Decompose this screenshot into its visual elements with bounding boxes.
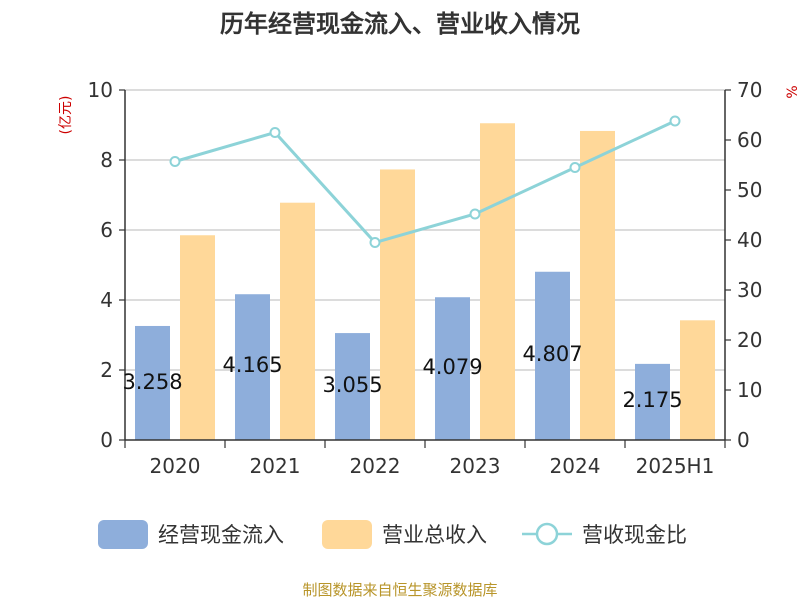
legend: 经营现金流入 营业总收入 营收现金比 (98, 520, 687, 549)
y-right-axis: 0 10 20 30 40 50 60 70 (725, 78, 762, 452)
legend-label-revenue: 营业总收入 (382, 523, 487, 547)
y-right-tick-label: 20 (737, 328, 762, 352)
bar-revenue (580, 130, 615, 440)
bar-cash-inflow (635, 363, 670, 440)
ratio-line (169, 115, 681, 248)
bars (135, 123, 715, 440)
bar-revenue (380, 169, 415, 440)
y-right-tick-label: 30 (737, 278, 762, 302)
ratio-point (369, 237, 381, 248)
bar-cash-inflow (135, 325, 170, 440)
bar-revenue (180, 235, 215, 440)
x-axis: 2020 2021 2022 2023 2024 2025H1 (124, 440, 726, 478)
ratio-point (569, 162, 581, 173)
x-tick-label: 2025H1 (636, 454, 715, 478)
bar-revenue (280, 202, 315, 440)
data-label-cash-inflow: 3.055 (322, 373, 382, 397)
y-right-tick-label: 0 (737, 428, 750, 452)
ratio-line-path (174, 119, 676, 245)
legend-marker-ratio (535, 522, 559, 546)
x-tick-label: 2024 (550, 454, 601, 478)
x-tick-label: 2020 (150, 454, 201, 478)
y-left-tick-label: 2 (100, 358, 113, 382)
y-right-tick-label: 60 (737, 128, 762, 152)
ratio-point (669, 115, 681, 127)
bar-cash-inflow (435, 297, 470, 440)
y-right-unit: % (785, 85, 800, 98)
legend-label-ratio: 营收现金比 (582, 523, 687, 547)
y-right-tick-label: 50 (737, 178, 762, 202)
data-label-cash-inflow: 4.165 (222, 353, 282, 377)
y-left-tick-label: 6 (100, 218, 113, 242)
data-label-cash-inflow: 4.807 (522, 342, 582, 366)
bar-cash-inflow (235, 294, 270, 440)
data-label-cash-inflow: 3.258 (122, 370, 182, 394)
grid-lines (125, 89, 725, 371)
x-tick-label: 2022 (350, 454, 401, 478)
data-label-cash-inflow: 4.079 (422, 355, 482, 379)
x-tick-label: 2023 (450, 454, 501, 478)
y-left-tick-label: 10 (88, 78, 113, 102)
bar-revenue (680, 320, 715, 440)
ratio-point (269, 127, 281, 138)
y-left-tick-label: 4 (100, 288, 113, 312)
y-left-tick-label: 0 (100, 428, 113, 452)
legend-swatch-cash-inflow (98, 520, 148, 549)
chart-title: 历年经营现金流入、营业收入情况 (220, 10, 580, 38)
y-right-tick-label: 70 (737, 78, 762, 102)
bar-cash-inflow (335, 333, 370, 440)
source-note: 制图数据来自恒生聚源数据库 (302, 581, 497, 599)
bar-revenue (480, 123, 515, 440)
ratio-point (469, 208, 481, 220)
data-label-cash-inflow: 2.175 (622, 388, 682, 412)
y-left-axis: 0 2 4 6 8 10 (88, 78, 125, 452)
y-right-tick-label: 10 (737, 378, 762, 402)
x-tick-label: 2021 (250, 454, 301, 478)
bar-cash-inflow (535, 271, 570, 440)
legend-swatch-revenue (322, 520, 372, 549)
legend-label-cash-inflow: 经营现金流入 (158, 523, 284, 547)
y-left-tick-label: 8 (100, 148, 113, 172)
ratio-point (169, 156, 181, 167)
y-right-tick-label: 40 (737, 228, 762, 252)
y-left-unit: (亿元) (58, 96, 74, 135)
data-labels: 3.258 4.165 3.055 4.079 4.807 2.175 (122, 342, 682, 412)
